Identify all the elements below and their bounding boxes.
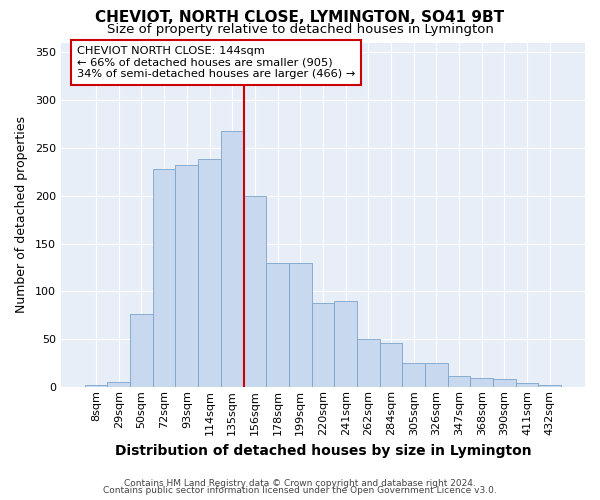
- Text: CHEVIOT, NORTH CLOSE, LYMINGTON, SO41 9BT: CHEVIOT, NORTH CLOSE, LYMINGTON, SO41 9B…: [95, 10, 505, 25]
- Bar: [85, 386, 107, 388]
- Bar: [130, 314, 153, 388]
- Bar: [311, 303, 334, 388]
- Y-axis label: Number of detached properties: Number of detached properties: [15, 116, 28, 314]
- Bar: [221, 130, 244, 388]
- Text: Contains public sector information licensed under the Open Government Licence v3: Contains public sector information licen…: [103, 486, 497, 495]
- Bar: [198, 160, 221, 388]
- Bar: [538, 386, 561, 388]
- Bar: [448, 376, 470, 388]
- Bar: [175, 165, 198, 388]
- Text: CHEVIOT NORTH CLOSE: 144sqm
← 66% of detached houses are smaller (905)
34% of se: CHEVIOT NORTH CLOSE: 144sqm ← 66% of det…: [77, 46, 355, 79]
- Bar: [403, 364, 425, 388]
- Bar: [493, 378, 516, 388]
- Bar: [516, 384, 538, 388]
- Text: Size of property relative to detached houses in Lymington: Size of property relative to detached ho…: [107, 22, 493, 36]
- X-axis label: Distribution of detached houses by size in Lymington: Distribution of detached houses by size …: [115, 444, 531, 458]
- Text: Contains HM Land Registry data © Crown copyright and database right 2024.: Contains HM Land Registry data © Crown c…: [124, 478, 476, 488]
- Bar: [380, 343, 403, 388]
- Bar: [470, 378, 493, 388]
- Bar: [244, 196, 266, 388]
- Bar: [289, 263, 311, 388]
- Bar: [425, 364, 448, 388]
- Bar: [107, 382, 130, 388]
- Bar: [334, 301, 357, 388]
- Bar: [153, 169, 175, 388]
- Bar: [266, 263, 289, 388]
- Bar: [357, 340, 380, 388]
